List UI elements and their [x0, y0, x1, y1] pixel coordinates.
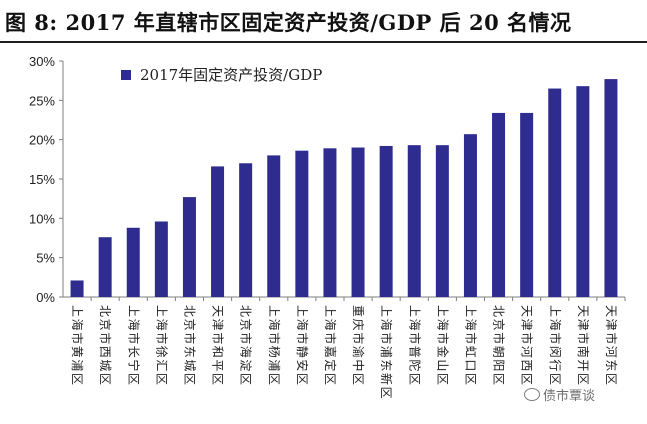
bar-7: [239, 163, 253, 297]
bar-4: [154, 221, 168, 297]
y-tick-label: 10%: [29, 211, 55, 226]
x-category-label: 天津市南开区: [576, 305, 591, 387]
y-tick-label: 30%: [29, 54, 55, 69]
bar-19: [576, 86, 590, 297]
x-category-label: 上海市浦东新区: [379, 305, 394, 400]
bar-9: [295, 150, 309, 297]
bar-13: [407, 145, 421, 297]
x-category-label: 上海市徐汇区: [154, 305, 169, 387]
chart-title: 图 8: 2017 年直辖市区固定资产投资/GDP 后 20 名情况: [5, 10, 572, 35]
bar-17: [520, 112, 534, 297]
y-tick-label: 5%: [36, 251, 55, 266]
bar-20: [604, 79, 618, 297]
bar-15: [463, 134, 477, 297]
legend-swatch: [121, 70, 131, 80]
legend: 2017年固定资产投资/GDP: [121, 66, 322, 84]
watermark-text: 债市覃谈: [543, 389, 596, 404]
bar-11: [351, 147, 365, 297]
bar-series: [70, 79, 618, 298]
y-tick-label: 15%: [29, 172, 55, 187]
x-category-label: 北京市西城区: [98, 305, 113, 387]
chart-axes: 0%5%10%15%20%25%30%上海市黄浦区 北京市西城区 上海市长宁区 上海市…: [29, 54, 626, 400]
bar-2: [98, 237, 112, 297]
bar-14: [435, 145, 449, 297]
x-category-label: 天津市和平区: [211, 305, 226, 387]
title-bar: 图 8: 2017 年直辖市区固定资产投资/GDP 后 20 名情况: [0, 0, 647, 43]
bar-3: [126, 227, 140, 297]
legend-label: 2017年固定资产投资/GDP: [140, 66, 322, 84]
x-category-label: 北京市海淀区: [239, 305, 254, 387]
x-category-label: 上海市静安区: [295, 305, 310, 387]
x-category-label: 上海市长宁区: [126, 305, 141, 387]
bar-5: [182, 197, 196, 297]
x-category-label: 上海市嘉定区: [323, 305, 338, 387]
x-category-label: 上海市闵行区: [548, 305, 563, 387]
bar-1: [70, 280, 84, 297]
x-category-label: 上海市普陀区: [407, 305, 422, 387]
watermark: 债市覃谈: [524, 385, 595, 404]
wechat-icon: [524, 388, 540, 401]
y-tick-label: 25%: [29, 93, 55, 108]
bar-12: [379, 145, 393, 297]
bar-8: [267, 155, 281, 297]
x-category-label: 上海市虹口区: [463, 305, 478, 387]
bar-18: [548, 88, 562, 298]
x-category-label: 上海市杨浦区: [267, 305, 282, 387]
bar-6: [211, 166, 225, 297]
x-category-label: 上海市金山区: [435, 305, 450, 387]
y-tick-label: 0%: [36, 290, 55, 305]
y-tick-label: 20%: [29, 133, 55, 148]
bar-16: [492, 112, 506, 297]
x-category-label: 天津市河西区: [520, 305, 535, 387]
bar-chart: 0%5%10%15%20%25%30%上海市黄浦区 北京市西城区 上海市长宁区 上海市…: [29, 54, 626, 400]
x-category-label: 重庆市渝中区: [351, 305, 366, 387]
x-category-label: 天津市河东区: [604, 305, 619, 387]
x-category-label: 北京市朝阳区: [492, 305, 507, 387]
x-category-label: 北京市东城区: [182, 305, 197, 387]
bar-10: [323, 148, 337, 297]
x-category-label: 上海市黄浦区: [70, 305, 85, 387]
